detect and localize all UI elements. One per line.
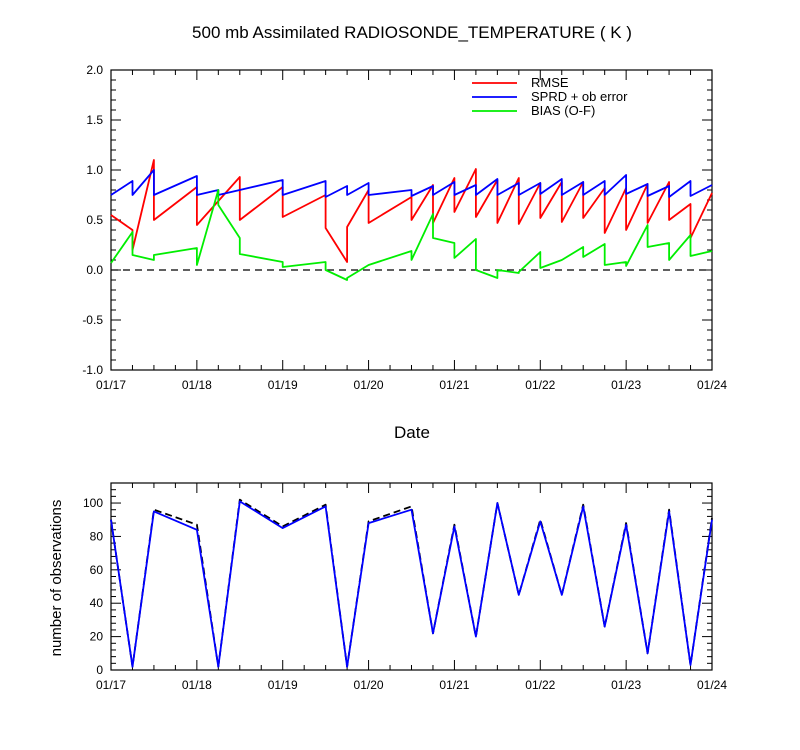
series-line-panel2-1 [110, 500, 713, 668]
y-tick-label: -0.5 [82, 313, 103, 327]
legend-label: RMSE [531, 75, 569, 90]
y-tick-label: 60 [90, 563, 104, 577]
legend-label: SPRD + ob error [531, 89, 628, 104]
y-tick-label: 100 [83, 496, 103, 510]
y-tick-label: 80 [90, 529, 104, 543]
y-tick-label: 40 [90, 596, 104, 610]
y-tick-label: 2.0 [86, 63, 103, 77]
x-tick-label: 01/23 [611, 678, 641, 692]
x-tick-label: 01/18 [182, 378, 212, 392]
chart-title: 500 mb Assimilated RADIOSONDE_TEMPERATUR… [192, 23, 632, 42]
bottom-panel: 01/17 01/18 01/19 01/20 01/21 01/22 01/23 01/24… [83, 482, 727, 692]
x-tick-label: 01/18 [182, 678, 212, 692]
y-tick-label: 0 [96, 663, 103, 677]
x-tick-label: 01/23 [611, 378, 641, 392]
y-tick-label: 20 [90, 630, 104, 644]
x-tick-label: 01/22 [525, 678, 555, 692]
y-tick-label: 0.5 [86, 213, 103, 227]
y-tick-label: -1.0 [82, 363, 103, 377]
top-panel: 01/17 01/18 01/19 01/20 01/21 01/22 01/23 01/24… [82, 63, 727, 392]
x-tick-label: 01/24 [697, 378, 727, 392]
series-line-bias-o-f [110, 189, 713, 281]
legend-label: BIAS (O-F) [531, 103, 595, 118]
x-tick-label: 01/19 [268, 678, 298, 692]
x-tick-label: 01/19 [268, 378, 298, 392]
x-tick-label: 01/21 [439, 678, 469, 692]
series-line-rmse [110, 159, 713, 263]
x-tick-label: 01/17 [96, 678, 126, 692]
x-tick-label: 01/20 [354, 378, 384, 392]
x-tick-label: 01/22 [525, 378, 555, 392]
y-tick-label: 0.0 [86, 263, 103, 277]
x-tick-label: 01/21 [439, 378, 469, 392]
series-line-sprd-ob-error [110, 169, 713, 198]
series-line-panel2-0 [110, 498, 713, 668]
y-tick-label: 1.5 [86, 113, 103, 127]
x-tick-label: 01/24 [697, 678, 727, 692]
x-tick-label: 01/17 [96, 378, 126, 392]
y-axis-title-observations: number of observations [48, 500, 65, 657]
x-axis-title: Date [394, 423, 430, 442]
y-tick-label: 1.0 [86, 163, 103, 177]
x-tick-label: 01/20 [354, 678, 384, 692]
